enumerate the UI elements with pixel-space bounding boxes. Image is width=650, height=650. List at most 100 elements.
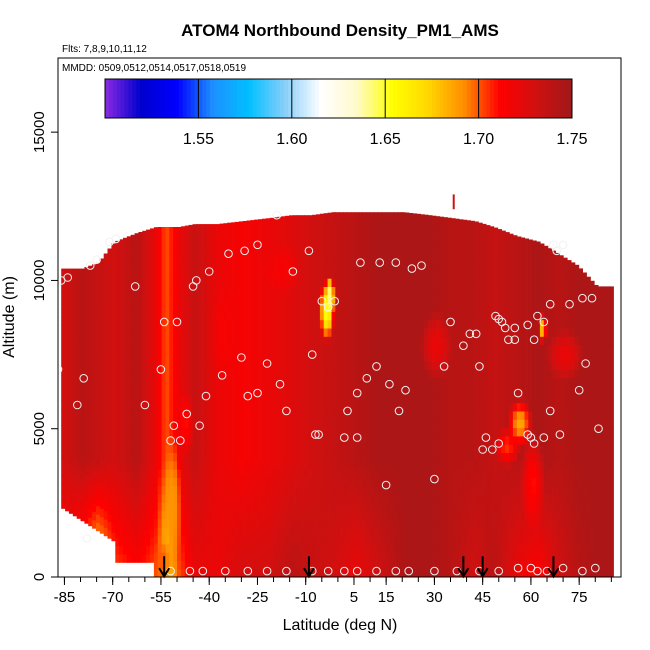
heatmap-cell	[350, 444, 356, 453]
heatmap-cell	[258, 452, 263, 462]
heatmap-cell	[258, 502, 263, 512]
heatmap-cell	[211, 253, 217, 262]
heatmap-cell	[265, 394, 271, 404]
heatmap-cell	[250, 377, 255, 387]
heatmap-cell	[354, 444, 360, 453]
heatmap-cell	[103, 369, 109, 379]
heatmap-cell	[416, 311, 421, 321]
heatmap-cell	[223, 253, 228, 262]
heatmap-cell	[254, 344, 259, 354]
heatmap-cell	[447, 303, 452, 312]
heatmap-cell	[482, 294, 487, 304]
heatmap-cell	[493, 236, 499, 246]
heatmap-cell	[462, 560, 468, 570]
heatmap-cell	[68, 488, 74, 498]
heatmap-cell	[269, 261, 275, 271]
heatmap-cell	[258, 286, 263, 296]
heatmap-cell	[462, 460, 468, 470]
heatmap-cell	[343, 543, 348, 553]
heatmap-cell	[153, 460, 159, 470]
heatmap-cell	[416, 410, 421, 420]
heatmap-cell	[262, 402, 267, 412]
heatmap-cell	[362, 469, 367, 478]
heatmap-cell	[346, 236, 352, 246]
heatmap-cell	[470, 253, 475, 262]
heatmap-cell	[350, 435, 356, 445]
heatmap-cell	[289, 560, 294, 570]
heatmap-cell	[134, 396, 140, 405]
heatmap-cell	[366, 485, 371, 495]
heatmap-cell	[489, 261, 495, 271]
heatmap-cell	[76, 377, 82, 386]
heatmap-cell	[447, 510, 452, 520]
heatmap-cell	[512, 294, 518, 304]
heatmap-cell	[169, 485, 174, 495]
heatmap-cell	[84, 489, 89, 499]
heatmap-cell	[153, 227, 159, 229]
heatmap-cell	[262, 228, 267, 238]
heatmap-cell	[482, 228, 487, 238]
heatmap-cell	[165, 311, 170, 321]
heatmap-cell	[389, 535, 394, 545]
heatmap-cell	[200, 319, 205, 329]
heatmap-cell	[177, 269, 182, 279]
heatmap-cell	[111, 465, 116, 475]
heatmap-cell	[273, 527, 278, 537]
heatmap-cell	[377, 377, 383, 387]
heatmap-cell	[277, 560, 282, 570]
heatmap-cell	[512, 510, 518, 520]
heatmap-cell	[424, 485, 429, 495]
heatmap-cell	[385, 543, 390, 553]
heatmap-cell	[169, 344, 174, 354]
heatmap-cell	[80, 504, 85, 513]
heatmap-cell	[134, 470, 140, 480]
heatmap-cell	[281, 560, 286, 570]
heatmap-cell	[362, 261, 367, 271]
heatmap-cell	[505, 568, 510, 577]
heatmap-cell	[416, 286, 421, 296]
heatmap-cell	[204, 510, 209, 520]
heatmap-cell	[455, 518, 460, 528]
heatmap-cell	[343, 469, 348, 478]
heatmap-cell	[215, 435, 221, 445]
heatmap-cell	[385, 361, 390, 370]
heatmap-cell	[470, 494, 475, 503]
heatmap-cell	[107, 496, 112, 506]
heatmap-cell	[466, 494, 472, 503]
heatmap-cell	[289, 327, 294, 337]
heatmap-cell	[223, 485, 228, 495]
heatmap-cell	[489, 427, 495, 437]
heatmap-cell	[292, 435, 298, 445]
heatmap-cell	[72, 291, 78, 301]
heatmap-cell	[285, 319, 290, 329]
heatmap-cell	[88, 334, 93, 344]
heatmap-cell	[312, 244, 317, 254]
heatmap-cell	[420, 510, 425, 520]
heatmap-cell	[493, 552, 499, 561]
heatmap-cell	[443, 452, 448, 462]
heatmap-cell	[312, 402, 317, 412]
heatmap-cell	[412, 427, 417, 437]
heatmap-cell	[455, 427, 460, 437]
heatmap-cell	[308, 510, 313, 520]
heatmap-cell	[184, 435, 190, 445]
heatmap-cell	[150, 304, 155, 314]
heatmap-cell	[65, 369, 70, 379]
heatmap-cell	[115, 462, 120, 472]
heatmap-cell	[207, 560, 213, 570]
heatmap-cell	[254, 219, 259, 221]
heatmap-cell	[211, 494, 217, 503]
heatmap-cell	[238, 543, 244, 553]
heatmap-cell	[265, 311, 271, 321]
heatmap-cell	[262, 352, 267, 362]
heatmap-cell	[439, 253, 445, 262]
heatmap-cell	[316, 460, 321, 470]
heatmap-cell	[455, 327, 460, 337]
heatmap-cell	[262, 386, 267, 395]
heatmap-cell	[153, 344, 159, 354]
heatmap-cell	[300, 352, 306, 362]
heatmap-cell	[512, 469, 518, 478]
heatmap-cell	[389, 352, 394, 362]
heatmap-cell	[254, 460, 259, 470]
heatmap-cell	[254, 319, 259, 329]
